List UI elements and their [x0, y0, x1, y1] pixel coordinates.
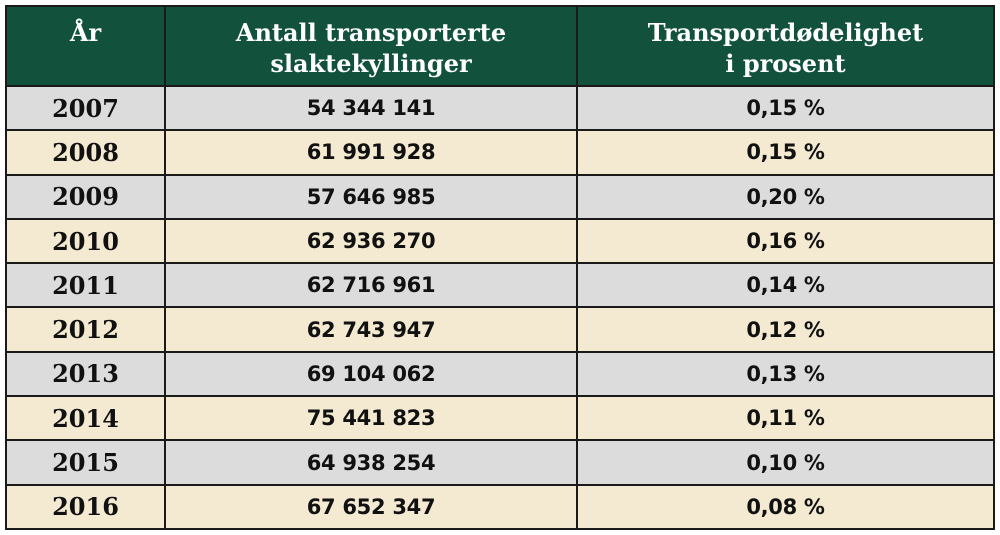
- cell-mortality: 0,15 %: [577, 130, 993, 176]
- cell-mortality: 0,20 %: [577, 174, 993, 220]
- cell-year: 2016: [7, 484, 166, 528]
- cell-count: 69 104 062: [165, 351, 578, 398]
- cell-year: 2007: [7, 86, 166, 132]
- table-row: 2010 62 936 270 0,16 %: [7, 218, 993, 265]
- cell-count: 64 938 254: [165, 440, 578, 486]
- cell-count: 62 743 947: [165, 307, 578, 353]
- cell-count: 61 991 928: [165, 130, 578, 176]
- cell-mortality: 0,11 %: [577, 396, 993, 442]
- cell-count: 62 716 961: [165, 263, 578, 309]
- table-header-row: År Antall transporterte slaktekyllinger …: [7, 7, 993, 87]
- cell-year: 2009: [7, 174, 166, 220]
- cell-year: 2011: [7, 263, 166, 309]
- cell-mortality: 0,12 %: [577, 307, 993, 353]
- table-row: 2016 67 652 347 0,08 %: [7, 484, 993, 528]
- table-row: 2007 54 344 141 0,15 %: [7, 86, 993, 132]
- table-row: 2011 62 716 961 0,14 %: [7, 263, 993, 309]
- table-row: 2008 61 991 928 0,15 %: [7, 130, 993, 176]
- header-year: År: [7, 7, 166, 87]
- cell-count: 54 344 141: [165, 86, 578, 132]
- header-mortality: Transportdødelighet i prosent: [577, 7, 993, 87]
- header-count-line-1: Antall transporterte: [235, 18, 507, 47]
- table-row: 2012 62 743 947 0,12 %: [7, 307, 993, 353]
- cell-count: 62 936 270: [165, 218, 578, 265]
- cell-year: 2013: [7, 351, 166, 398]
- cell-mortality: 0,14 %: [577, 263, 993, 309]
- cell-year: 2015: [7, 440, 166, 486]
- table-row: 2009 57 646 985 0,20 %: [7, 174, 993, 220]
- header-mortality-line-1: Transportdødelighet: [647, 18, 924, 47]
- cell-mortality: 0,15 %: [577, 86, 993, 132]
- cell-mortality: 0,16 %: [577, 218, 993, 265]
- header-year-line: År: [69, 18, 102, 47]
- cell-year: 2010: [7, 218, 166, 265]
- cell-count: 57 646 985: [165, 174, 578, 220]
- cell-year: 2012: [7, 307, 166, 353]
- cell-mortality: 0,10 %: [577, 440, 993, 486]
- cell-mortality: 0,08 %: [577, 484, 993, 528]
- cell-year: 2008: [7, 130, 166, 176]
- cell-mortality: 0,13 %: [577, 351, 993, 398]
- header-count: Antall transporterte slaktekyllinger: [165, 7, 578, 87]
- cell-year: 2014: [7, 396, 166, 442]
- cell-count: 67 652 347: [165, 484, 578, 528]
- table-body: 2007 54 344 141 0,15 % 2008 61 991 928 0,15 %…: [7, 86, 993, 528]
- header-mortality-line-2: i prosent: [725, 49, 846, 78]
- data-table-frame: År Antall transporterte slaktekyllinger …: [5, 5, 995, 530]
- cell-count: 75 441 823: [165, 396, 578, 442]
- table-row: 2014 75 441 823 0,11 %: [7, 396, 993, 442]
- header-count-line-2: slaktekyllinger: [270, 49, 472, 78]
- table-row: 2015 64 938 254 0,10 %: [7, 440, 993, 486]
- transport-mortality-table: År Antall transporterte slaktekyllinger …: [7, 7, 993, 528]
- table-row: 2013 69 104 062 0,13 %: [7, 351, 993, 398]
